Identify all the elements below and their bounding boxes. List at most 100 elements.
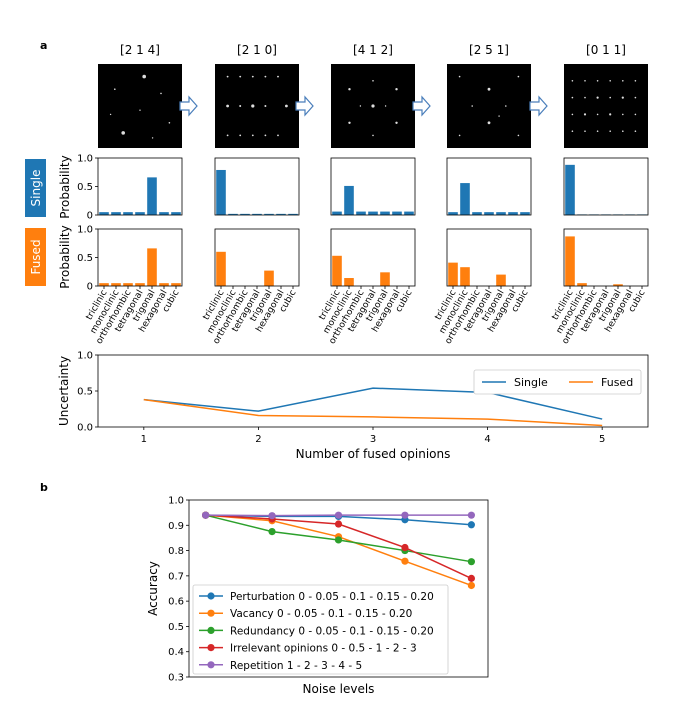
single-prob-frame: [214, 157, 300, 216]
diffraction-spot: [505, 105, 507, 107]
diffraction-spot: [168, 122, 171, 124]
diffraction-spot: [109, 113, 112, 116]
diffraction-spot: [277, 75, 279, 78]
single-prob-frame: [97, 157, 183, 216]
diffraction-spot: [517, 75, 520, 78]
accuracy-ytick-label: 0.7: [168, 571, 184, 582]
diffraction-spot: [622, 130, 624, 132]
single-prob-bar: [380, 211, 390, 215]
fused-prob-ytick-label: 1.0: [77, 225, 93, 236]
fused-prob-bar: [496, 274, 506, 286]
diffraction-spot: [609, 130, 611, 132]
fused-prob-bar: [171, 283, 181, 286]
diffraction-spot: [571, 80, 574, 82]
single-prob-bar: [332, 211, 342, 215]
diffraction-spot: [372, 80, 374, 82]
uncertainty-chart: 1 2 3 4 5 0.0 0.5 1.0 Number of fused opinions Un…: [57, 351, 649, 461]
diffraction-spot: [471, 105, 474, 107]
diffraction-spot: [634, 130, 637, 132]
column-title: [2 5 1]: [469, 43, 509, 57]
diffraction-spot: [609, 80, 611, 82]
single-prob-bar: [240, 213, 250, 215]
diffraction-spot: [571, 130, 574, 132]
diffraction-spot: [348, 121, 351, 125]
prob-ylabel-fused: Probability: [58, 225, 72, 288]
accuracy-legend-marker: [207, 626, 215, 635]
transition-arrow-icon: [412, 95, 431, 117]
single-prob-bar: [216, 169, 226, 215]
accuracy-ytick-label: 0.3: [168, 673, 184, 684]
diffraction-spot: [596, 130, 599, 132]
diffraction-spot: [371, 104, 375, 108]
diffraction-image: [98, 64, 182, 148]
accuracy-point: [401, 543, 409, 552]
diffraction-spot: [251, 75, 254, 78]
accuracy-ytick-label: 0.4: [168, 647, 184, 658]
fused-prob-bar: [147, 248, 157, 286]
uncertainty-xtick-label: 5: [599, 434, 605, 445]
accuracy-legend-label: Redundancy 0 - 0.05 - 0.1 - 0.15 - 0.20: [230, 625, 434, 637]
accuracy-point: [268, 528, 276, 536]
fused-prob-bar: [135, 283, 145, 286]
uncertainty-ytick-label: 0.5: [77, 387, 93, 398]
diffraction-spot: [160, 92, 162, 95]
diffraction-spot: [622, 80, 624, 82]
fused-prob-ytick-label: 0: [87, 282, 93, 293]
column-title: [2 1 0]: [237, 43, 277, 57]
column-3: [4 1 2]triclinicmonoclinicorthorhombicte…: [318, 43, 416, 346]
single-prob-bar: [496, 212, 506, 215]
fused-prob-bar: [448, 262, 458, 286]
accuracy-legend-label: Repetition 1 - 2 - 3 - 4 - 5: [230, 660, 362, 672]
accuracy-chart: 0.3 0.4 0.5 0.6 0.7 0.8 0.9 1.0 Noise levels Accu…: [146, 496, 489, 696]
single-prob-bar: [472, 212, 482, 215]
single-prob-bar: [99, 212, 109, 215]
diffraction-spot: [226, 134, 229, 137]
single-prob-bar: [565, 164, 575, 215]
diffraction-spot: [571, 113, 574, 116]
diffraction-spot: [458, 75, 461, 78]
single-prob-bar: [111, 212, 121, 215]
diffraction-spot: [277, 134, 279, 137]
uncertainty-ylabel: Uncertainty: [57, 356, 71, 426]
diffraction-spot: [583, 113, 587, 116]
single-badge: Single: [25, 159, 46, 217]
diffraction-image: [447, 64, 531, 148]
fused-prob-bar: [344, 278, 354, 286]
fused-prob-bar: [216, 251, 226, 286]
column-title: [4 1 2]: [353, 43, 393, 57]
fused-prob-bar: [264, 270, 274, 286]
single-prob-frame: [563, 157, 649, 216]
diffraction-spot: [571, 96, 574, 99]
column-2: [2 1 0]triclinicmonoclinicorthorhombicte…: [202, 43, 300, 346]
accuracy-legend-marker: [207, 661, 215, 669]
diffraction-spot: [264, 134, 267, 137]
accuracy-legend-marker: [207, 609, 215, 617]
diffraction-spot: [458, 134, 461, 137]
diffraction-spot: [395, 121, 398, 125]
uncertainty-legend-label: Fused: [601, 376, 633, 389]
diffraction-spot: [584, 130, 586, 132]
single-prob-bar: [276, 213, 286, 215]
fused-prob-bar: [111, 283, 121, 286]
accuracy-point: [334, 520, 343, 528]
single-prob-bar: [460, 183, 470, 215]
accuracy-legend-box: [192, 584, 449, 675]
diffraction-spot: [285, 104, 288, 108]
fused-prob-bar: [565, 236, 575, 286]
accuracy-point: [467, 521, 475, 529]
accuracy-point: [401, 511, 409, 519]
diffraction-columns: [2 1 4]triclinicmonoclinicorthorhombicte…: [77, 43, 649, 346]
uncertainty-ytick-label: 1.0: [77, 351, 93, 362]
uncertainty-plot: 1 2 3 4 5 0.0 0.5 1.0 Number of fused opinions Un…: [57, 351, 649, 461]
uncertainty-ytick-label: 0.0: [77, 423, 93, 434]
fused-prob-bar: [613, 284, 623, 286]
fused-badge-label: Fused: [29, 239, 43, 274]
single-prob-bar: [264, 213, 274, 215]
diffraction-spot: [596, 80, 599, 82]
accuracy-legend-marker: [207, 592, 215, 600]
accuracy-ytick-label: 1.0: [168, 496, 184, 507]
single-prob-ytick-label: 0.5: [77, 182, 93, 193]
diffraction-spot: [264, 105, 267, 107]
diffraction-spot: [384, 105, 387, 107]
